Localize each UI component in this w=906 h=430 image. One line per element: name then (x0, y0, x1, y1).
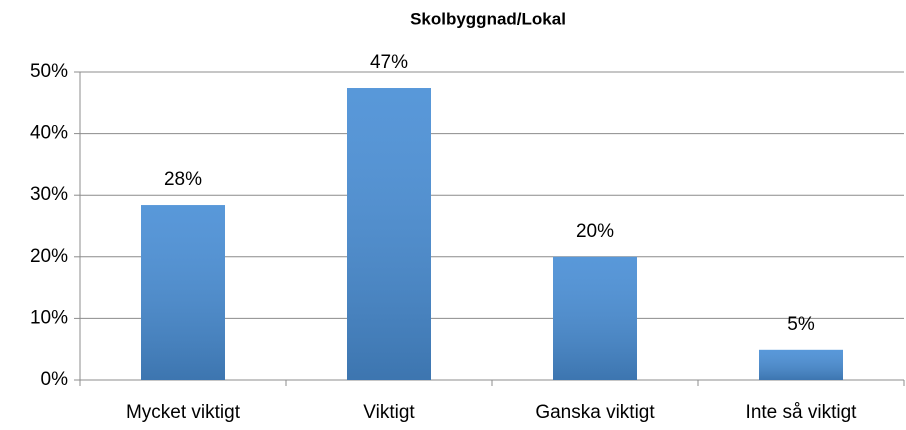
bar-shade (141, 205, 225, 380)
y-tick-label: 30% (30, 184, 68, 205)
x-tick-label: Inte så viktigt (746, 402, 858, 423)
bar-shade (553, 256, 637, 380)
y-tick-label: 20% (30, 246, 68, 267)
data-label: 47% (370, 52, 408, 73)
y-tick-label: 40% (30, 123, 68, 144)
y-tick-label: 50% (30, 61, 68, 82)
data-label: 28% (164, 169, 202, 190)
data-label: 5% (787, 314, 815, 335)
bar-shade (347, 88, 431, 381)
data-label: 20% (576, 221, 614, 242)
x-tick-label: Mycket viktigt (126, 402, 241, 423)
y-tick-label: 0% (41, 369, 69, 390)
chart-title: Skolbyggnad/Lokal (410, 9, 566, 28)
x-tick-label: Viktigt (363, 402, 415, 423)
y-tick-label: 10% (30, 307, 68, 328)
x-tick-label: Ganska viktigt (535, 402, 655, 423)
bar-shade (759, 349, 843, 380)
